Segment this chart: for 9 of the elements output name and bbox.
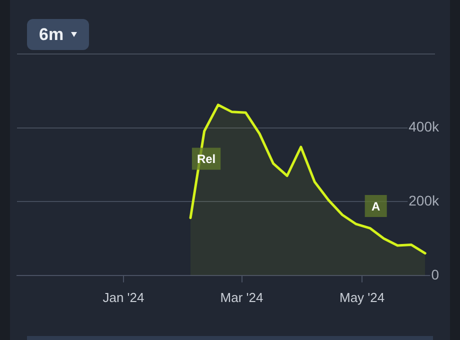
text: 6m bbox=[39, 24, 64, 44]
x-tick-label: Mar '24 bbox=[220, 290, 264, 305]
y-tick-label: 0 bbox=[431, 266, 440, 282]
y-tick-label: 200k bbox=[408, 192, 440, 208]
annotation: A bbox=[372, 199, 381, 214]
annotation: Rel bbox=[196, 152, 216, 166]
y-tick-label: 400k bbox=[408, 118, 440, 135]
x-tick-label: Jan '24 bbox=[102, 290, 144, 305]
x-tick-label: May '24 bbox=[339, 290, 385, 305]
